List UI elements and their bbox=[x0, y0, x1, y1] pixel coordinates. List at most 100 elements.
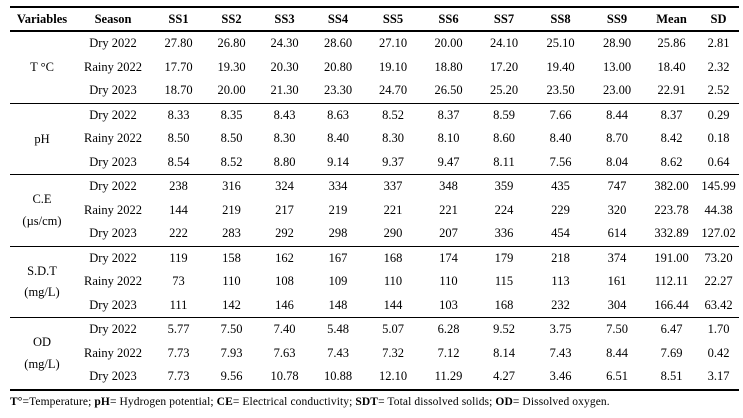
footnote-text: = Hydrogen potential; bbox=[109, 396, 217, 408]
value-cell: 20.00 bbox=[434, 36, 463, 51]
table-row: C.E (µs/cm) Dry 2022 238 316 324 334 337 348 359 4… bbox=[10, 174, 739, 246]
value-cell: 7.32 bbox=[382, 345, 404, 360]
value-cell: 8.44 bbox=[606, 345, 628, 360]
table-row: Dry 2023 7.73 9.56 10.78 10.88 12.10 11.29 4.27… bbox=[10, 365, 739, 390]
value-cell: 348 bbox=[421, 174, 476, 199]
value-cell: 5.77 bbox=[152, 317, 205, 342]
value-cell: 332.89 bbox=[654, 226, 689, 241]
table-header-row: Variables Season SS1 SS2 SS3 SS4 SS5 SS6 SS7 SS8 S… bbox=[10, 7, 739, 32]
footnote-abbr: CE bbox=[216, 396, 233, 408]
value-cell: 166.44 bbox=[654, 297, 689, 312]
footnote-abbr: SDT bbox=[355, 396, 379, 408]
column-header-sd: SD bbox=[698, 7, 739, 32]
value-cell: 8.33 bbox=[152, 102, 205, 127]
table-row: Dry 2023 222 283 292 298 290 207 336 454 614 332.8… bbox=[10, 222, 739, 246]
season-cell: Dry 2023 bbox=[89, 297, 137, 312]
value-cell: 11.29 bbox=[434, 369, 463, 384]
value-cell: 25.20 bbox=[489, 83, 519, 98]
value-cell: 27.80 bbox=[164, 36, 193, 51]
value-cell: 25.86 bbox=[657, 36, 686, 51]
variable-label-cell: pH bbox=[10, 102, 74, 175]
value-cell: 8.30 bbox=[382, 131, 404, 146]
value-cell: 112.11 bbox=[654, 274, 689, 289]
value-cell: 8.42 bbox=[660, 131, 683, 146]
value-cell: 19.30 bbox=[217, 59, 246, 74]
value-cell: 7.69 bbox=[660, 345, 683, 360]
value-cell: 3.46 bbox=[549, 369, 572, 384]
value-cell: 24.70 bbox=[378, 83, 408, 98]
value-cell: 162 bbox=[258, 245, 311, 270]
value-cell: 221 bbox=[383, 202, 403, 217]
value-cell: 161 bbox=[607, 274, 627, 289]
value-cell: 13.00 bbox=[602, 59, 632, 74]
value-cell: 8.63 bbox=[311, 102, 365, 127]
value-cell: 8.50 bbox=[220, 131, 243, 146]
value-cell: 63.42 bbox=[704, 297, 733, 312]
value-cell: 7.40 bbox=[258, 317, 311, 342]
variable-unit: (mg/L) bbox=[24, 356, 60, 371]
value-cell: 6.28 bbox=[421, 317, 476, 342]
value-cell: 168 bbox=[494, 297, 514, 312]
season-cell: Dry 2022 bbox=[89, 36, 137, 51]
value-cell: 238 bbox=[152, 174, 205, 199]
value-cell: 223.78 bbox=[654, 202, 689, 217]
value-cell: 18.40 bbox=[657, 59, 686, 74]
value-cell: 191.00 bbox=[645, 245, 698, 270]
value-cell: 26.80 bbox=[217, 36, 246, 51]
value-cell: 17.20 bbox=[489, 59, 519, 74]
value-cell: 0.18 bbox=[707, 131, 730, 146]
table-row: Rainy 2022 7.73 7.93 7.63 7.43 7.32 7.12 8.14 7.… bbox=[10, 342, 739, 366]
value-cell: 8.10 bbox=[437, 131, 460, 146]
value-cell: 6.51 bbox=[606, 369, 628, 384]
value-cell: 119 bbox=[152, 245, 205, 270]
variable-label-cell: S.D.T (mg/L) bbox=[10, 245, 74, 318]
value-cell: 8.37 bbox=[421, 102, 476, 127]
column-header-ss4: SS4 bbox=[311, 7, 365, 32]
value-cell: 8.04 bbox=[606, 154, 628, 169]
footnote-text: = Electrical conductivity; bbox=[232, 396, 356, 408]
value-cell: 21.30 bbox=[270, 83, 299, 98]
column-header-ss5: SS5 bbox=[365, 7, 421, 32]
value-cell: 8.80 bbox=[273, 154, 296, 169]
value-cell: 3.75 bbox=[532, 317, 589, 342]
value-cell: 10.78 bbox=[270, 369, 299, 384]
value-cell: 0.42 bbox=[707, 345, 730, 360]
season-cell: Rainy 2022 bbox=[84, 131, 142, 146]
value-cell: 142 bbox=[222, 297, 241, 312]
variable-label-cell: OD (mg/L) bbox=[10, 317, 74, 390]
value-cell: 144 bbox=[169, 202, 188, 217]
value-cell: 207 bbox=[439, 226, 458, 241]
value-cell: 222 bbox=[169, 226, 188, 241]
value-cell: 17.70 bbox=[164, 59, 193, 74]
value-cell: 113 bbox=[551, 274, 570, 289]
variable-name: pH bbox=[34, 131, 50, 146]
value-cell: 127.02 bbox=[701, 226, 736, 241]
value-cell: 454 bbox=[551, 226, 570, 241]
value-cell: 110 bbox=[439, 274, 458, 289]
value-cell: 219 bbox=[328, 202, 348, 217]
value-cell: 2.81 bbox=[707, 36, 730, 51]
value-cell: 8.40 bbox=[549, 131, 572, 146]
table-row: Dry 2023 18.70 20.00 21.30 23.30 24.70 26.50 25… bbox=[10, 79, 739, 103]
value-cell: 5.48 bbox=[311, 317, 365, 342]
column-header-ss7: SS7 bbox=[476, 7, 532, 32]
value-cell: 2.32 bbox=[707, 59, 730, 74]
value-cell: 304 bbox=[607, 297, 627, 312]
value-cell: 8.43 bbox=[258, 102, 311, 127]
water-quality-table: Variables Season SS1 SS2 SS3 SS4 SS5 SS6 SS7 SS8 S… bbox=[10, 6, 739, 391]
footnote-text: =Temperature; bbox=[22, 396, 95, 408]
value-cell: 7.63 bbox=[273, 345, 296, 360]
value-cell: 7.43 bbox=[549, 345, 572, 360]
footnote-abbr: T° bbox=[10, 396, 23, 408]
value-cell: 20.00 bbox=[217, 83, 246, 98]
value-cell: 217 bbox=[275, 202, 294, 217]
value-cell: 27.10 bbox=[378, 36, 408, 51]
value-cell: 8.52 bbox=[220, 154, 243, 169]
column-header-mean: Mean bbox=[645, 7, 698, 32]
value-cell: 7.73 bbox=[167, 369, 190, 384]
value-cell: 7.43 bbox=[327, 345, 349, 360]
value-cell: 336 bbox=[494, 226, 514, 241]
value-cell: 1.70 bbox=[698, 317, 739, 342]
value-cell: 145.99 bbox=[698, 174, 739, 199]
value-cell: 22.27 bbox=[704, 274, 733, 289]
